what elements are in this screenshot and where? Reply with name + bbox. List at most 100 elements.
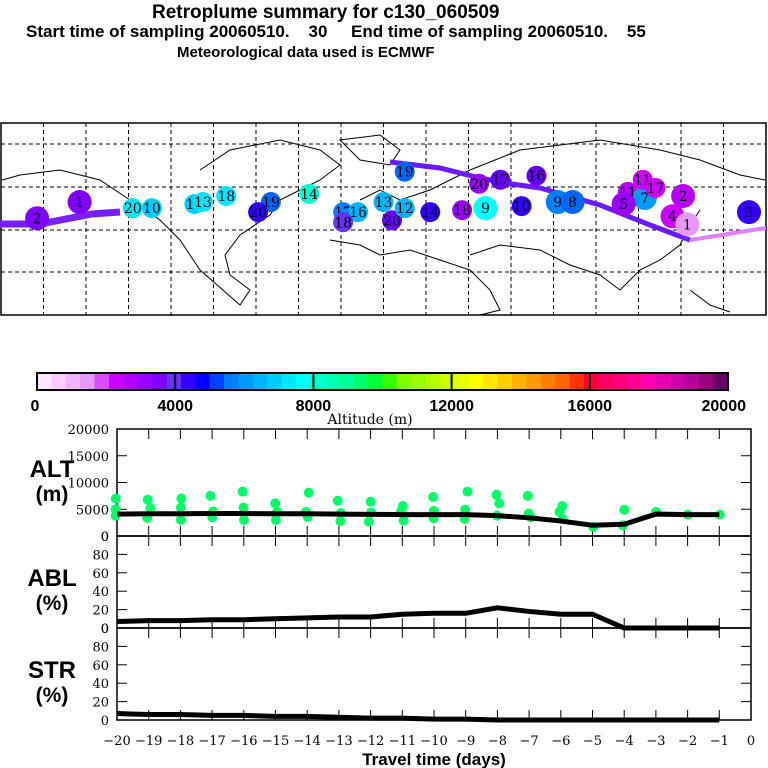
colorbar-swatch [584, 373, 599, 390]
colorbar-swatch [642, 373, 657, 390]
colorbar-tick-label: 12000 [429, 398, 474, 415]
cluster-label: 13 [194, 195, 212, 211]
altitude-point [304, 488, 314, 498]
y-tick-label: 0 [101, 714, 109, 729]
altitude-point [428, 492, 438, 502]
colorbar-swatch [383, 373, 398, 390]
x-tick-label: −6 [551, 734, 570, 749]
x-tick-label: −13 [325, 734, 352, 749]
altitude-point [270, 498, 280, 508]
x-tick-label: −1 [710, 734, 729, 749]
cluster-label: 20 [124, 201, 142, 217]
x-tick-label: −2 [678, 734, 697, 749]
colorbar-swatch [66, 373, 81, 390]
x-tick-label: −20 [103, 734, 130, 749]
cluster-label: 10 [513, 199, 531, 215]
y-tick-label: 5000 [76, 503, 109, 518]
y-tick-label: 40 [92, 677, 109, 692]
cluster-label: 16 [528, 169, 546, 185]
y-tick-label: 20000 [68, 423, 109, 438]
x-tick-label: −15 [262, 734, 289, 749]
x-tick-label: −14 [293, 734, 320, 749]
colorbar-swatch [109, 373, 124, 390]
cluster-label: 10 [143, 201, 161, 217]
str-panel-unit: (%) [36, 684, 69, 707]
altitude-colorbar: 0 4000 8000 12000 16000 20000 [31, 373, 747, 415]
colorbar-swatch [627, 373, 642, 390]
colorbar-swatch [613, 373, 628, 390]
altitude-point [271, 515, 281, 525]
y-tick-label: 60 [92, 659, 109, 674]
y-tick-label: 80 [92, 548, 109, 563]
colorbar-swatch [80, 373, 95, 390]
x-tick-label: −5 [583, 734, 602, 749]
colorbar-swatch [123, 373, 138, 390]
cluster-label: 8 [568, 195, 577, 211]
colorbar-swatch [138, 373, 153, 390]
abl-panel: 8060402000ABL(%) [27, 530, 751, 637]
colorbar-swatch [426, 373, 441, 390]
x-tick-label: −3 [646, 734, 665, 749]
altitude-point [205, 491, 215, 501]
cluster-label: 18 [217, 189, 235, 205]
colorbar-swatch [167, 373, 182, 390]
altitude-point [494, 498, 504, 508]
colorbar-swatch [699, 373, 714, 390]
cluster-label: 20 [470, 177, 488, 193]
colorbar-swatch [224, 373, 239, 390]
cluster-label: 19 [396, 165, 414, 181]
colorbar-swatch [37, 373, 52, 390]
colorbar-swatch [454, 373, 469, 390]
colorbar-swatch [267, 373, 282, 390]
cluster-label: 3 [745, 205, 754, 221]
x-tick-label: −10 [420, 734, 447, 749]
altitude-point [111, 494, 121, 504]
altitude-point [335, 516, 345, 526]
str-line [117, 714, 719, 720]
altitude-point [239, 515, 249, 525]
altitude-point [492, 490, 502, 500]
colorbar-swatch [368, 373, 383, 390]
colorbar-swatch [282, 373, 297, 390]
colorbar-swatch [339, 373, 354, 390]
colorbar-swatch [181, 373, 196, 390]
colorbar-swatch [210, 373, 225, 390]
colorbar-swatch [598, 373, 613, 390]
colorbar-swatch [152, 373, 167, 390]
x-tick-label: −7 [520, 734, 539, 749]
altitude-point [176, 503, 186, 513]
colorbar-tick-label: 4000 [157, 398, 193, 415]
cluster-label: 20 [249, 205, 267, 221]
retroplume-map: 2010161318141920171618132012191418209109… [0, 123, 766, 315]
x-axis-label: Travel time (days) [362, 750, 506, 768]
colorbar-swatch [195, 373, 210, 390]
colorbar-swatch [440, 373, 455, 390]
colorbar-swatch [354, 373, 369, 390]
colorbar-swatch [51, 373, 66, 390]
x-tick-label: −9 [456, 734, 475, 749]
x-tick-label: −8 [488, 734, 507, 749]
colorbar-swatch [296, 373, 311, 390]
altitude-point [176, 515, 186, 525]
cluster-label: 17 [491, 173, 509, 189]
colorbar-swatch [570, 373, 585, 390]
colorbar-swatch [325, 373, 340, 390]
x-tick-label: 0 [747, 734, 755, 749]
colorbar-swatch [253, 373, 268, 390]
alt-panel: 20000 15000 10000 5000 0 ALT(m) [30, 423, 751, 545]
cluster-label: 2 [679, 189, 688, 205]
colorbar-label: Altitude (m) [326, 412, 412, 428]
abl-line [117, 608, 719, 628]
colorbar-tick-label: 8000 [296, 398, 332, 415]
x-tick-label: −18 [167, 734, 194, 749]
colorbar-swatch [714, 373, 729, 390]
colorbar-swatch [526, 373, 541, 390]
altitude-point [555, 507, 565, 517]
colorbar-tick-label: 20000 [702, 398, 747, 415]
cluster-label: 13 [375, 195, 393, 211]
cluster-label: 12 [396, 201, 414, 217]
str-panel-label: STR [28, 657, 76, 684]
altitude-point [176, 494, 186, 504]
altitude-point [238, 487, 248, 497]
cluster-label: 1 [683, 217, 692, 233]
